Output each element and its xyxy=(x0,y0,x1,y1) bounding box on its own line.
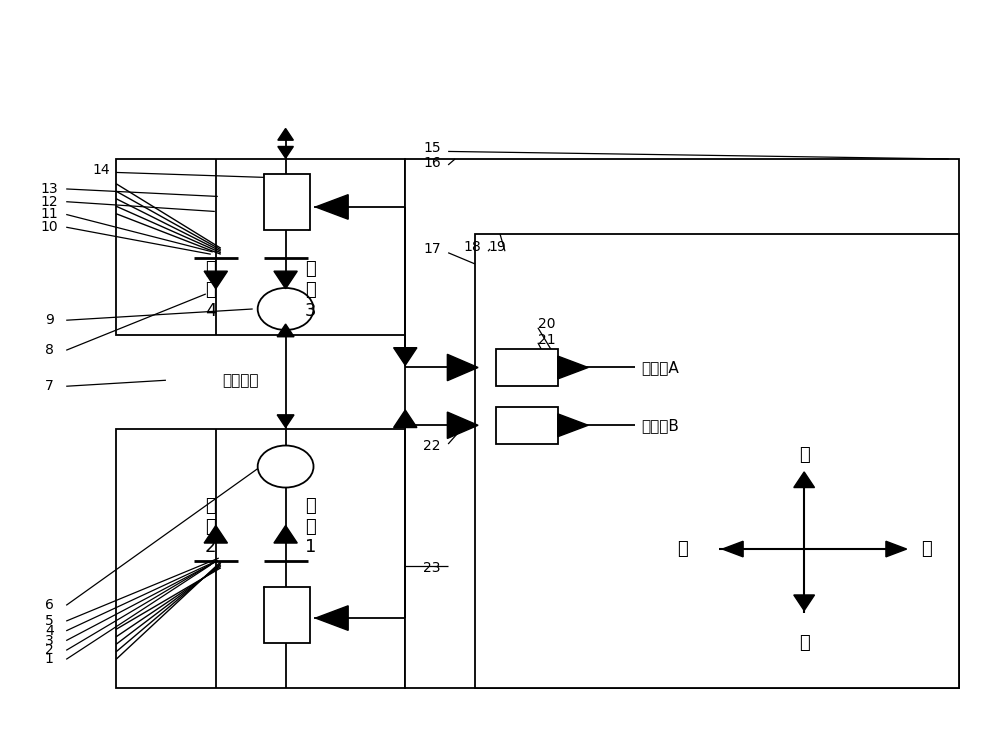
Polygon shape xyxy=(274,271,297,288)
Bar xyxy=(405,159,959,687)
Bar xyxy=(264,174,310,230)
Text: 4: 4 xyxy=(45,623,54,638)
Polygon shape xyxy=(394,348,417,365)
Polygon shape xyxy=(886,541,907,557)
Text: 17: 17 xyxy=(423,242,441,256)
Text: 7: 7 xyxy=(45,380,54,393)
Polygon shape xyxy=(278,147,293,158)
Polygon shape xyxy=(394,410,417,428)
Text: 左: 左 xyxy=(799,447,810,465)
Text: 激光束A: 激光束A xyxy=(642,360,679,375)
Text: 13: 13 xyxy=(40,182,58,196)
Bar xyxy=(496,349,558,386)
Text: 8: 8 xyxy=(45,343,54,357)
Text: 光
路
4: 光 路 4 xyxy=(205,261,217,320)
Text: 1: 1 xyxy=(45,652,54,666)
Polygon shape xyxy=(277,415,294,428)
Polygon shape xyxy=(204,526,227,543)
Text: 37: 37 xyxy=(538,431,556,445)
Text: 5: 5 xyxy=(45,614,54,628)
Polygon shape xyxy=(316,195,348,219)
Text: 工件位置: 工件位置 xyxy=(222,373,259,388)
Polygon shape xyxy=(558,414,588,437)
Bar xyxy=(496,407,558,444)
Text: 3: 3 xyxy=(45,633,54,648)
Text: 出光口B: 出光口B xyxy=(499,418,520,427)
Circle shape xyxy=(258,288,314,330)
Text: 前: 前 xyxy=(921,540,932,558)
Text: 23: 23 xyxy=(423,561,441,575)
Polygon shape xyxy=(794,472,815,487)
Polygon shape xyxy=(277,324,294,337)
Polygon shape xyxy=(204,271,227,288)
Polygon shape xyxy=(794,595,815,611)
Text: 6: 6 xyxy=(45,599,54,612)
Text: 11: 11 xyxy=(40,208,58,221)
Polygon shape xyxy=(447,355,478,381)
Circle shape xyxy=(258,446,314,487)
Text: 激光束B: 激光束B xyxy=(642,418,679,433)
Text: 2: 2 xyxy=(45,643,54,657)
Polygon shape xyxy=(558,356,588,379)
Text: 后: 后 xyxy=(677,540,687,558)
Text: 右: 右 xyxy=(799,634,810,652)
Text: 21: 21 xyxy=(538,333,556,346)
Text: 15: 15 xyxy=(423,141,441,154)
Polygon shape xyxy=(278,129,293,140)
Bar xyxy=(116,429,405,687)
Bar xyxy=(475,234,959,687)
Text: 14: 14 xyxy=(92,163,110,177)
Text: 16: 16 xyxy=(423,156,441,169)
Text: 12: 12 xyxy=(40,195,58,209)
Text: 20: 20 xyxy=(538,317,556,331)
Polygon shape xyxy=(722,541,743,557)
Text: 19: 19 xyxy=(488,240,506,255)
Bar xyxy=(116,159,405,335)
Bar xyxy=(264,587,310,643)
Text: 光
路
2: 光 路 2 xyxy=(205,497,217,556)
Text: 光
路
1: 光 路 1 xyxy=(305,497,316,556)
Text: 出光口A: 出光口A xyxy=(499,360,520,369)
Text: 10: 10 xyxy=(40,220,58,234)
Polygon shape xyxy=(274,526,297,543)
Text: 9: 9 xyxy=(45,313,54,328)
Text: 18: 18 xyxy=(463,240,481,255)
Polygon shape xyxy=(447,412,478,438)
Polygon shape xyxy=(316,605,348,630)
Text: 光
路
3: 光 路 3 xyxy=(305,261,316,320)
Text: 22: 22 xyxy=(423,439,441,453)
